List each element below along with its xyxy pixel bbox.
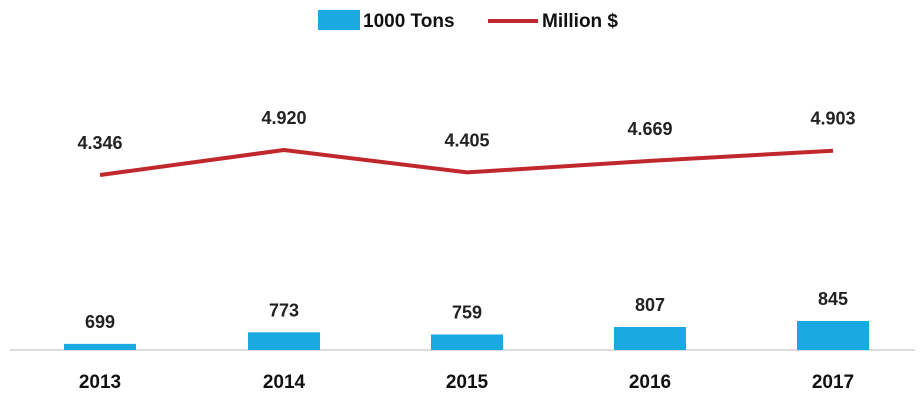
x-tick-2015: 2015 [446, 372, 489, 393]
bar-label-2013: 699 [85, 312, 115, 332]
x-tick-2013: 2013 [79, 372, 121, 393]
bar-2017 [797, 321, 869, 350]
bar-label-2017: 845 [818, 289, 848, 309]
x-tick-2014: 2014 [263, 372, 306, 393]
bar-label-2016: 807 [635, 295, 665, 315]
line-label-2013: 4.346 [77, 133, 122, 153]
x-tick-2016: 2016 [629, 372, 671, 393]
bar-2015 [431, 334, 503, 350]
bar-label-2014: 773 [269, 300, 299, 320]
bars [64, 321, 869, 350]
line-label-2015: 4.405 [444, 130, 489, 150]
x-tick-labels: 2013 2014 2015 2016 2017 [79, 372, 854, 393]
legend-label-million: Million $ [542, 11, 618, 32]
line-label-2017: 4.903 [810, 109, 855, 129]
legend-swatch-tons [318, 10, 360, 30]
legend: 1000 Tons Million $ [318, 10, 618, 32]
legend-label-tons: 1000 Tons [363, 11, 455, 32]
bar-2016 [614, 326, 686, 350]
line-label-2014: 4.920 [261, 108, 306, 128]
line-labels: 4.346 4.920 4.405 4.669 4.903 [77, 108, 855, 153]
bar-labels: 699 773 759 807 845 [85, 289, 848, 332]
bar-label-2015: 759 [452, 302, 482, 322]
bar-2014 [248, 332, 320, 350]
value-line [99, 148, 834, 177]
x-tick-2017: 2017 [812, 372, 854, 393]
line-label-2016: 4.669 [627, 119, 672, 139]
bar-2013 [64, 343, 136, 350]
